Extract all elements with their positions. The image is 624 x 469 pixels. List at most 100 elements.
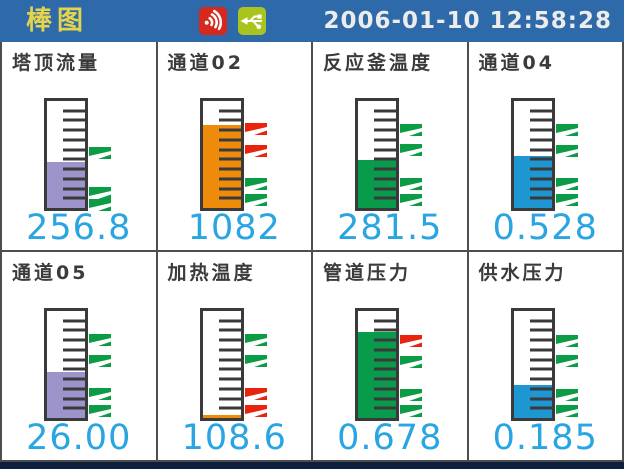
scale-tick — [218, 109, 241, 113]
channel-cell-8[interactable]: 供水压力 0.185 — [468, 252, 624, 462]
scale-tick — [218, 319, 241, 323]
red-alarm-marker-icon — [244, 404, 267, 417]
scale-tick — [529, 128, 552, 132]
green-alarm-marker-icon — [89, 147, 111, 160]
scale-tick — [529, 319, 552, 323]
green-alarm-marker-icon — [400, 356, 422, 369]
channel-cell-7[interactable]: 管道压力 0.678 — [313, 252, 469, 462]
scale-tick — [63, 128, 85, 132]
scale-tick — [529, 338, 552, 342]
gauge-tube — [199, 308, 244, 421]
scale-tick — [63, 109, 85, 113]
green-alarm-marker-icon — [555, 193, 578, 206]
title-bar: 棒图 — [0, 0, 624, 42]
channel-cell-1[interactable]: 塔顶流量 256.8 — [2, 42, 158, 252]
scale-tick — [529, 118, 552, 122]
scale-tick — [529, 348, 552, 352]
scale-tick — [374, 128, 396, 132]
scale-tick — [218, 328, 241, 332]
bar-gauge — [199, 308, 270, 421]
scale-tick — [63, 138, 85, 142]
channel-cell-3[interactable]: 反应釜温度 281.5 — [313, 42, 469, 252]
scale-tick — [529, 328, 552, 332]
scale-tick — [218, 406, 241, 410]
scale-tick — [63, 387, 85, 391]
scale-tick — [374, 167, 396, 171]
red-alarm-marker-icon — [244, 387, 267, 400]
scale-tick — [374, 397, 396, 401]
channel-cell-4[interactable]: 通道04 0.528 — [468, 42, 624, 252]
scale-tick — [218, 358, 241, 362]
gauge-fill — [202, 414, 241, 418]
channel-label: 通道02 — [167, 52, 244, 74]
green-alarm-marker-icon — [555, 334, 578, 347]
scale-tick — [529, 367, 552, 371]
channel-label: 通道04 — [478, 52, 555, 74]
green-alarm-marker-icon — [89, 355, 111, 368]
channel-cell-5[interactable]: 通道05 26.00 — [2, 252, 158, 462]
scale-tick — [374, 196, 396, 200]
scale-tick — [63, 187, 85, 191]
scale-tick — [63, 167, 85, 171]
scale-tick — [63, 406, 85, 410]
green-alarm-marker-icon — [244, 355, 267, 368]
scale-tick — [63, 319, 85, 323]
gauge-fill — [202, 124, 241, 208]
scale-tick — [529, 387, 552, 391]
green-alarm-marker-icon — [244, 333, 267, 346]
bar-gauge — [44, 98, 114, 212]
channel-value: 0.528 — [492, 208, 598, 248]
green-alarm-marker-icon — [400, 177, 422, 190]
red-alarm-marker-icon — [244, 145, 267, 158]
gauge-tube — [44, 308, 88, 421]
green-alarm-marker-icon — [555, 389, 578, 402]
channel-cell-6[interactable]: 加热温度 108.6 — [157, 252, 313, 462]
red-alarm-marker-icon — [244, 122, 267, 135]
scale-tick — [374, 348, 396, 352]
scale-tick — [218, 196, 241, 200]
channel-value: 26.00 — [26, 418, 132, 458]
channel-cell-2[interactable]: 通道02 1082 — [157, 42, 313, 252]
scale-tick — [63, 397, 85, 401]
bar-gauge — [510, 308, 581, 421]
scale-tick — [529, 187, 552, 191]
green-alarm-marker-icon — [400, 193, 422, 206]
green-alarm-marker-icon — [555, 123, 578, 136]
gauge-fill — [513, 384, 552, 418]
green-alarm-marker-icon — [89, 186, 111, 199]
scale-tick — [218, 387, 241, 391]
gauge-tube — [355, 308, 399, 421]
bar-gauge — [199, 98, 270, 211]
scale-tick — [529, 138, 552, 142]
scale-tick — [374, 387, 396, 391]
green-alarm-marker-icon — [89, 199, 111, 212]
scale-tick — [63, 377, 85, 381]
gauge-tube — [510, 98, 555, 211]
channel-value: 0.678 — [337, 418, 443, 458]
scale-tick — [63, 196, 85, 200]
green-alarm-marker-icon — [555, 177, 578, 190]
gauge-tube — [355, 98, 399, 211]
scale-tick — [529, 196, 552, 200]
scale-tick — [63, 177, 85, 181]
scale-tick — [374, 406, 396, 410]
scale-tick — [63, 367, 85, 371]
alarm-beep-icon — [199, 7, 227, 35]
scale-tick — [374, 157, 396, 161]
green-alarm-marker-icon — [555, 404, 578, 417]
scale-tick — [218, 128, 241, 132]
status-icon-group — [199, 7, 266, 35]
scale-tick — [374, 367, 396, 371]
usb-connected-icon — [238, 7, 266, 35]
bar-gauge — [355, 98, 425, 211]
channel-label: 反应釜温度 — [323, 52, 434, 74]
green-alarm-marker-icon — [244, 193, 267, 206]
channel-value: 0.185 — [492, 418, 598, 458]
channel-value: 281.5 — [337, 208, 443, 248]
scale-tick — [374, 319, 396, 323]
scale-tick — [218, 148, 241, 152]
scale-tick — [218, 348, 241, 352]
scale-tick — [218, 138, 241, 142]
scale-tick — [63, 148, 85, 152]
scale-tick — [529, 167, 552, 171]
